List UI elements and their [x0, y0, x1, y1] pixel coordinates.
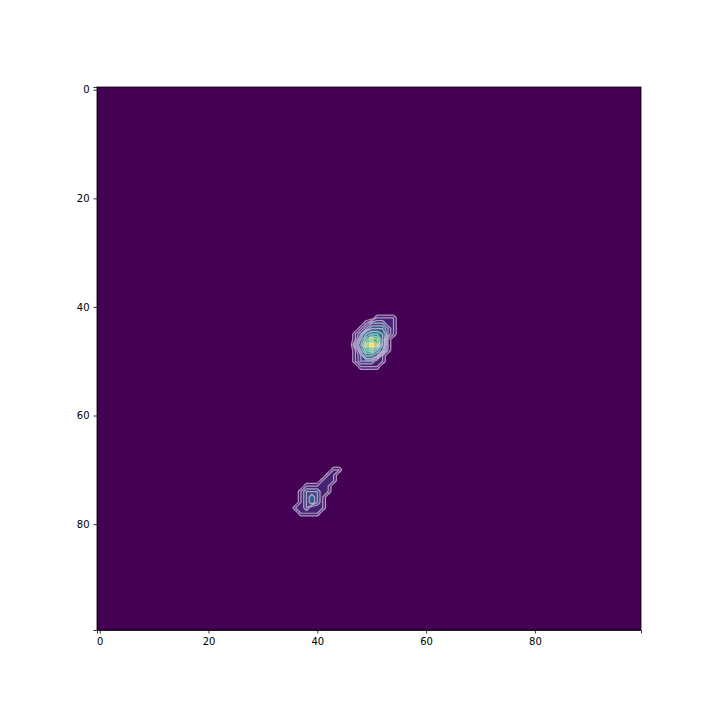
- tick: 80: [529, 630, 542, 647]
- tick-mark: [535, 630, 536, 634]
- y-axis: 0 20 40 60 80: [77, 84, 98, 630]
- contour-line: [364, 336, 380, 352]
- tick-mark: [94, 198, 98, 199]
- tick-mark: [209, 630, 210, 634]
- tick-mark: [94, 90, 98, 91]
- tick: 80: [77, 519, 97, 530]
- plot-frame: [97, 87, 641, 630]
- tick: 40: [77, 302, 97, 313]
- tick-label: 40: [311, 636, 324, 647]
- contour-line: [366, 339, 377, 348]
- axis-line: [98, 631, 642, 634]
- contour-line: [293, 315, 396, 516]
- tick-label: 80: [77, 519, 90, 530]
- heatmap-cell: [320, 483, 326, 489]
- contour-line: [369, 342, 374, 347]
- tick-mark: [100, 630, 101, 634]
- cells: [293, 315, 397, 516]
- tick: 20: [203, 630, 216, 647]
- tick-mark: [426, 630, 427, 634]
- tick: 60: [77, 410, 97, 421]
- heatmap-cell: [320, 489, 326, 495]
- contour-line: [296, 318, 394, 513]
- tick-label: 20: [203, 636, 216, 647]
- contour-line: [309, 326, 387, 504]
- heatmap-cell: [325, 478, 331, 484]
- plot-area: [97, 87, 641, 630]
- tick: 20: [77, 193, 97, 204]
- tick: 0: [83, 84, 97, 95]
- tick-mark: [94, 524, 98, 525]
- contour-line: [306, 323, 388, 508]
- tick-mark: [94, 416, 98, 417]
- contours: [293, 315, 396, 516]
- x-axis: 0 20 40 60 80: [97, 630, 641, 647]
- contour-line: [365, 338, 379, 351]
- tick-label: 60: [77, 410, 90, 421]
- tick-label: 20: [77, 193, 90, 204]
- axis-line: [94, 88, 98, 631]
- tick: 0: [97, 630, 103, 647]
- contour-line: [358, 329, 385, 359]
- tick-mark: [94, 307, 98, 308]
- tick: 40: [311, 630, 324, 647]
- tick-mark: [317, 630, 318, 634]
- tick: 60: [420, 630, 433, 647]
- tick-label: 80: [529, 636, 542, 647]
- tick-label: 40: [77, 302, 90, 313]
- chart: 0 20 40 60 80 0 20 40 60 80: [0, 0, 720, 720]
- contour-line: [304, 320, 391, 510]
- tick-label: 0: [97, 636, 103, 647]
- heatmap-background: [97, 87, 641, 630]
- contour-line: [361, 331, 383, 355]
- contour-line: [362, 334, 381, 354]
- tick-label: 60: [420, 636, 433, 647]
- tick-label: 0: [83, 84, 89, 95]
